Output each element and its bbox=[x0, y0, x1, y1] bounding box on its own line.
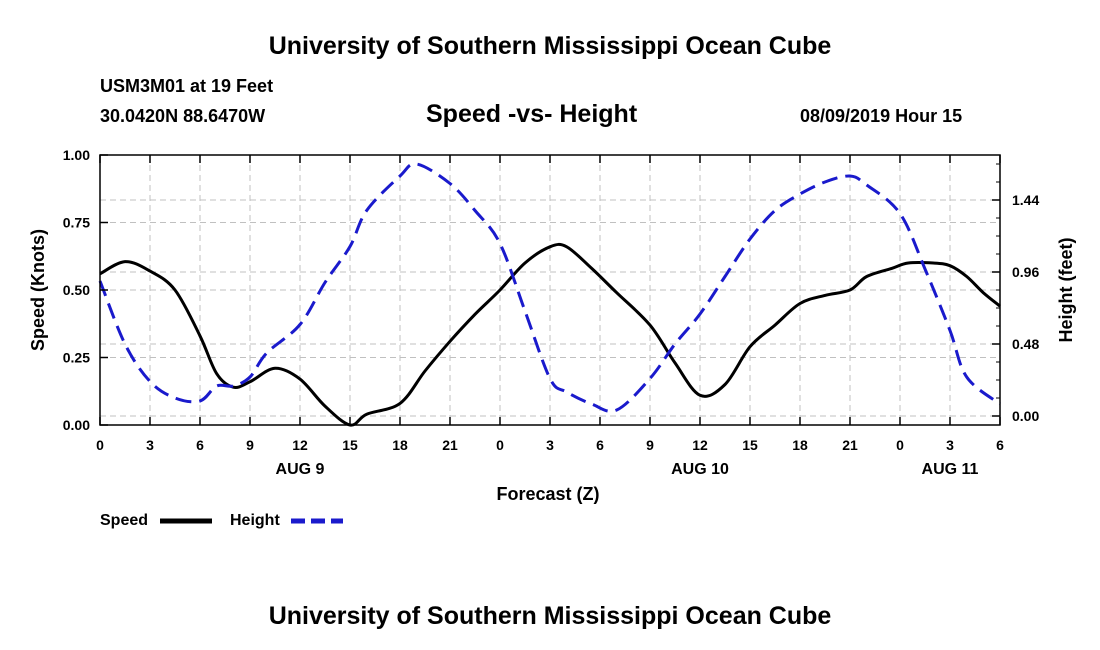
station-label: USM3M01 at 19 Feet bbox=[100, 76, 274, 96]
x-tick-label: 6 bbox=[196, 437, 204, 453]
x-tick-label: 6 bbox=[596, 437, 604, 453]
y2-tick-label: 0.96 bbox=[1012, 264, 1039, 280]
x-tick-label: 9 bbox=[246, 437, 254, 453]
x-tick-label: 0 bbox=[896, 437, 904, 453]
axes: 0 3 6 9 12 15 18 21 0 3 6 9 12 15 18 21 0 3 6 0.00 0.25 0.50 0… bbox=[63, 147, 1040, 478]
x-tick-label: 18 bbox=[392, 437, 408, 453]
page-title: University of Southern Mississippi Ocean… bbox=[268, 32, 832, 60]
date-label: AUG 9 bbox=[276, 461, 325, 478]
y2-tick-label: 0.00 bbox=[1012, 408, 1039, 424]
x-tick-label: 18 bbox=[792, 437, 808, 453]
x-tick-label: 0 bbox=[496, 437, 504, 453]
x-axis-label: Forecast (Z) bbox=[496, 484, 599, 504]
series-line-height bbox=[98, 162, 1001, 413]
x-tick-label: 15 bbox=[742, 437, 758, 453]
y-axis-label: Speed (Knots) bbox=[28, 229, 48, 351]
y-tick-label: 1.00 bbox=[63, 147, 90, 163]
y-tick-label: 0.25 bbox=[63, 350, 90, 366]
x-tick-label: 3 bbox=[546, 437, 554, 453]
x-tick-label: 21 bbox=[442, 437, 458, 453]
series-line-speed bbox=[99, 242, 1001, 427]
date-label: AUG 11 bbox=[922, 461, 979, 478]
x-tick-label: 0 bbox=[96, 437, 104, 453]
x-tick-label: 21 bbox=[842, 437, 858, 453]
timestamp-label: 08/09/2019 Hour 15 bbox=[800, 106, 963, 126]
y2-tick-label: 1.44 bbox=[1012, 192, 1039, 208]
x-tick-label: 3 bbox=[946, 437, 954, 453]
legend: Speed Height bbox=[100, 512, 343, 529]
x-tick-label: 12 bbox=[692, 437, 708, 453]
y2-tick-label: 0.48 bbox=[1012, 336, 1039, 352]
x-tick-label: 6 bbox=[996, 437, 1004, 453]
y-tick-label: 0.00 bbox=[63, 417, 90, 433]
x-tick-label: 9 bbox=[646, 437, 654, 453]
coordinates-label: 30.0420N 88.6470W bbox=[100, 106, 266, 126]
chart-title: Speed -vs- Height bbox=[426, 100, 638, 128]
y2-axis-label: Height (feet) bbox=[1056, 238, 1076, 343]
date-label: AUG 10 bbox=[671, 461, 729, 478]
footer-title: University of Southern Mississippi Ocean… bbox=[268, 602, 832, 630]
series-group bbox=[98, 162, 1001, 427]
grid bbox=[100, 155, 1000, 425]
x-tick-label: 15 bbox=[342, 437, 358, 453]
legend-height-label: Height bbox=[230, 512, 280, 529]
x-tick-label: 3 bbox=[146, 437, 154, 453]
x-tick-label: 12 bbox=[292, 437, 308, 453]
legend-speed-label: Speed bbox=[100, 512, 148, 529]
y-tick-label: 0.75 bbox=[63, 215, 90, 231]
y-tick-label: 0.50 bbox=[63, 282, 90, 298]
